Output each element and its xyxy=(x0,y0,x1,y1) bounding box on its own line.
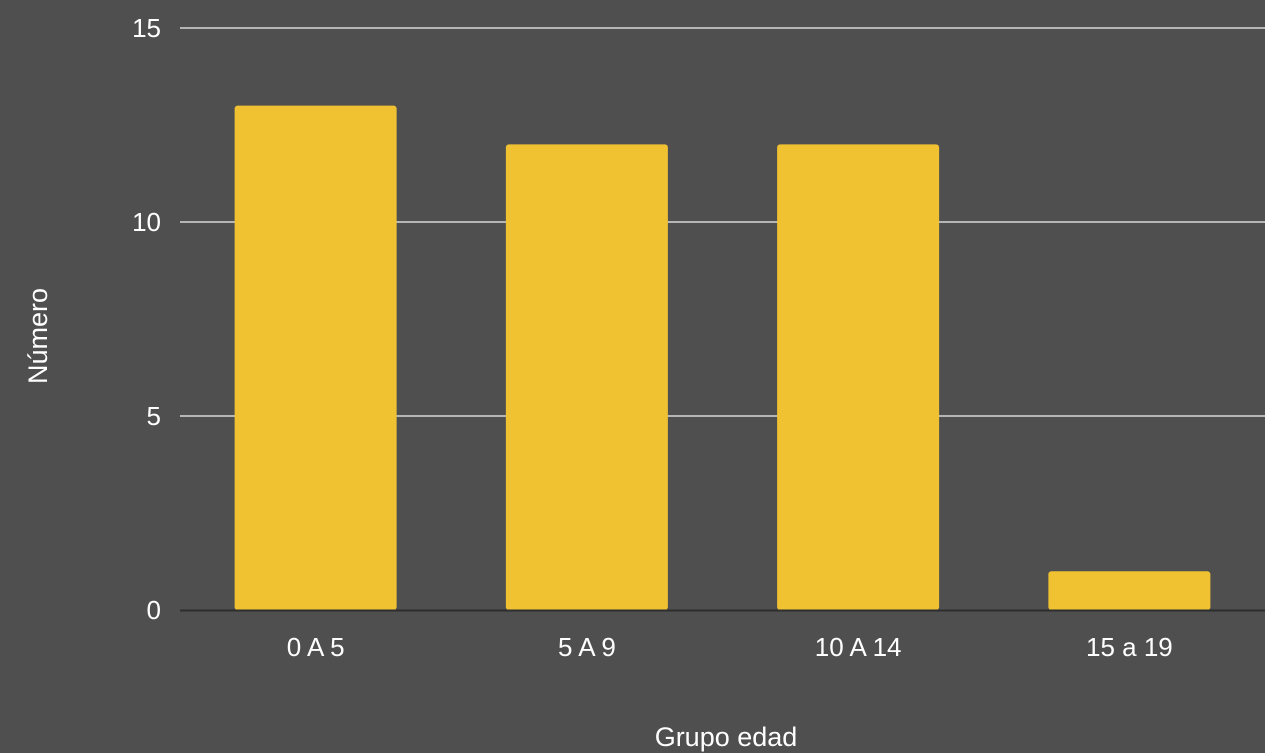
y-tick-label-5: 5 xyxy=(147,401,161,431)
bars xyxy=(234,105,1211,610)
y-axis-title: Número xyxy=(23,288,53,384)
y-tick-labels: 0 5 10 15 xyxy=(132,13,161,625)
x-tick-labels: 0 A 5 5 A 9 10 A 14 15 a 19 xyxy=(287,632,1173,662)
bar-2 xyxy=(777,144,940,610)
bar-0 xyxy=(234,105,397,610)
x-tick-label-1: 5 A 9 xyxy=(558,632,616,662)
y-tick-label-10: 10 xyxy=(132,207,161,237)
bar-3 xyxy=(1048,571,1211,610)
x-axis-title: Grupo edad xyxy=(655,722,798,752)
y-tick-label-15: 15 xyxy=(132,13,161,43)
x-tick-label-2: 10 A 14 xyxy=(815,632,902,662)
x-tick-label-0: 0 A 5 xyxy=(287,632,345,662)
bar-1 xyxy=(505,144,668,610)
y-tick-label-0: 0 xyxy=(147,595,161,625)
x-tick-label-3: 15 a 19 xyxy=(1086,632,1173,662)
